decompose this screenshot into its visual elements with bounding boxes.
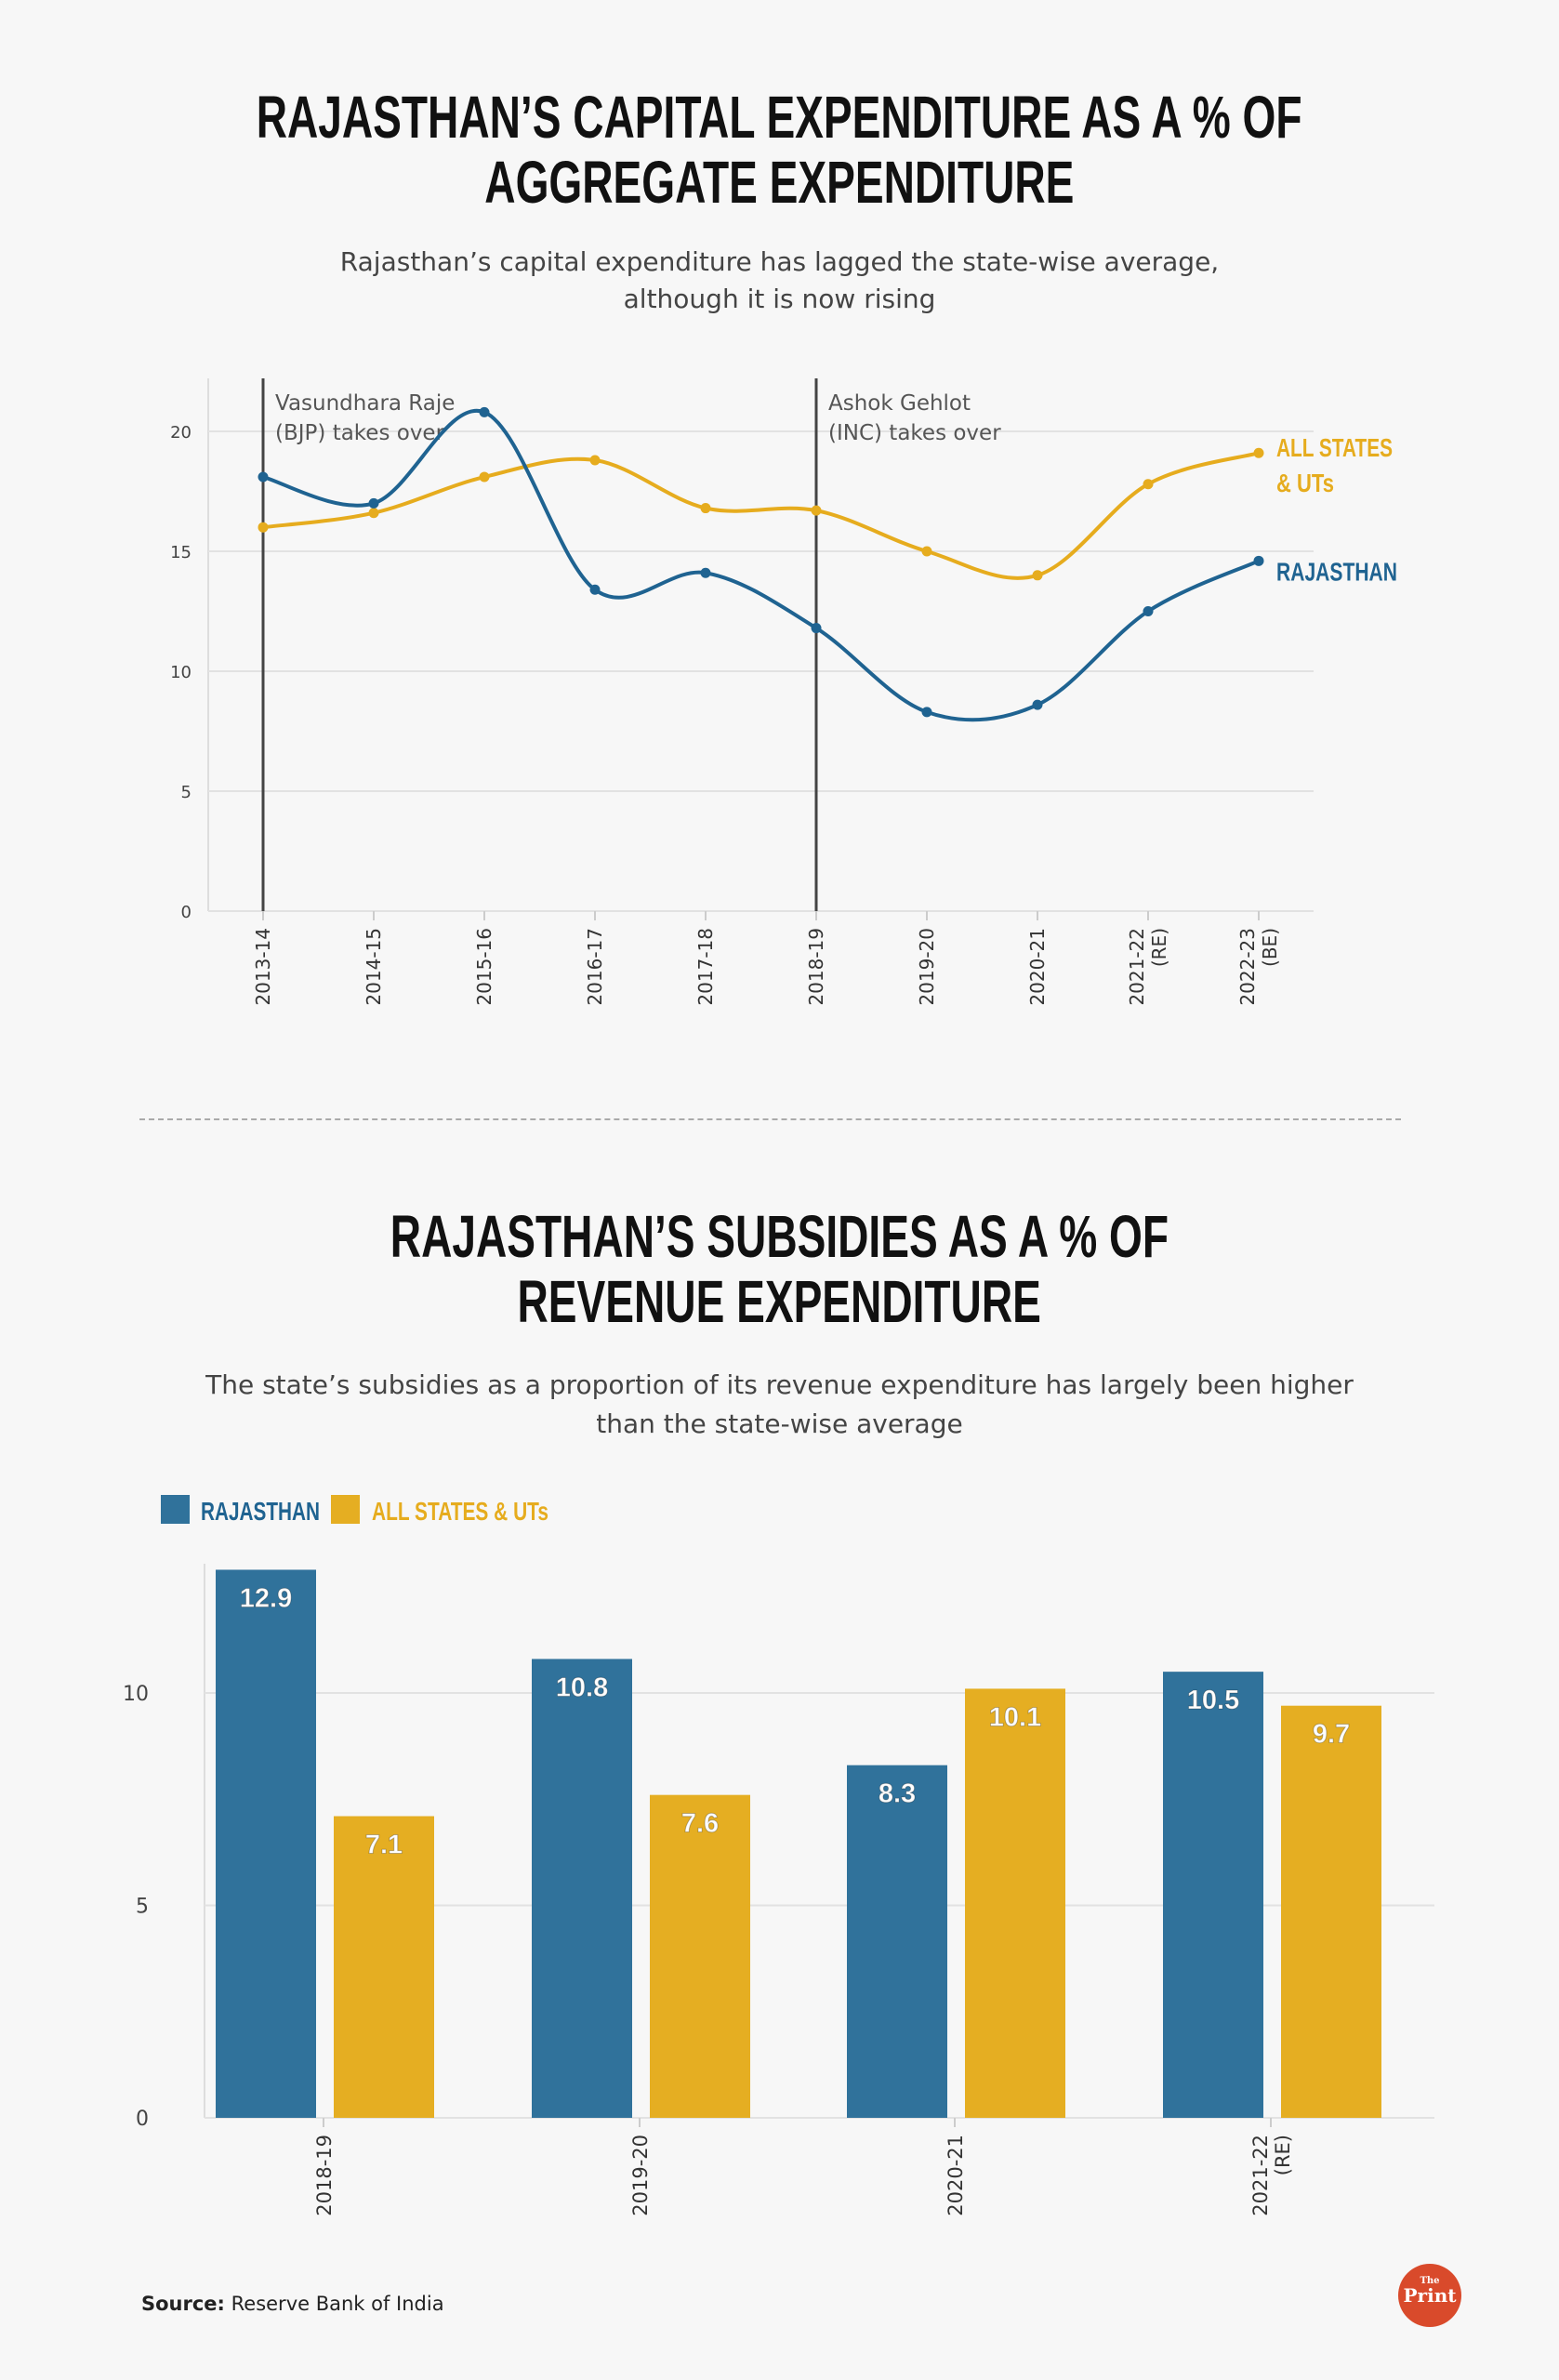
x-tick-label: (BE) [1259, 928, 1281, 967]
bar-all-states [1281, 1705, 1381, 2118]
data-point [811, 505, 822, 516]
legend-label-rajasthan: RAJASTHAN [201, 1497, 320, 1526]
y-tick-label: 0 [181, 903, 192, 922]
data-point [368, 508, 379, 519]
event-annotation: (INC) takes over [828, 421, 1001, 445]
series-label-all-states: ALL STATES [1276, 433, 1393, 462]
bar-rajasthan [1163, 1672, 1263, 2118]
bar-all-states [650, 1794, 750, 2118]
y-tick-label: 15 [170, 543, 192, 562]
data-point [1143, 479, 1154, 490]
data-point [1143, 606, 1154, 616]
bar-all-states [334, 1816, 434, 2118]
data-point [479, 406, 490, 417]
source-note: Source: Reserve Bank of India [141, 2293, 444, 2315]
x-tick-label: 2022-23 [1236, 928, 1259, 1006]
logo-text: Print [1403, 2284, 1457, 2307]
series-line-rajasthan [262, 408, 1260, 722]
x-tick-label: 2017-18 [694, 928, 717, 1006]
legend-label-all-states: ALL STATES & UTs [372, 1497, 548, 1526]
series-label-all-states: & UTs [1276, 469, 1334, 497]
legend-swatch-all-states [331, 1495, 360, 1524]
event-annotation: Vasundhara Raje [275, 391, 455, 416]
series-line-all-states [262, 451, 1260, 580]
data-point [921, 546, 932, 557]
bar-chart-title-line1: RAJASTHAN’S SUBSIDIES AS A % OF [390, 1203, 1169, 1270]
data-point [811, 623, 822, 634]
data-point [589, 584, 601, 595]
data-point [1032, 570, 1043, 581]
bar-value-label: 8.3 [879, 1779, 916, 1809]
data-point [700, 567, 711, 578]
bar-value-label: 7.6 [681, 1809, 719, 1839]
x-tick-label: 2019-20 [916, 928, 938, 1006]
data-point [258, 522, 269, 533]
x-tick-label: 2020-21 [1026, 928, 1049, 1006]
bar-chart-title-line2: REVENUE EXPENDITURE [517, 1268, 1042, 1335]
x-tick-label: (RE) [1272, 2135, 1294, 2175]
theprint-logo: The Print [1398, 2264, 1461, 2327]
bar-value-label: 10.8 [556, 1673, 608, 1702]
line-chart-title-line1: RAJASTHAN’S CAPITAL EXPENDITURE AS A % O… [257, 84, 1302, 151]
data-point [921, 707, 932, 718]
x-tick-label: 2021-22 [1126, 928, 1148, 1006]
data-point [1253, 555, 1264, 566]
source-text: Reserve Bank of India [224, 2293, 444, 2315]
y-tick-label: 0 [136, 2108, 149, 2131]
x-tick-label: 2020-21 [945, 2135, 967, 2216]
x-tick-label: 2018-19 [805, 928, 827, 1006]
data-point [258, 471, 269, 483]
y-tick-label: 5 [136, 1896, 149, 1919]
x-tick-label: 2013-14 [252, 928, 274, 1006]
x-tick-label: (RE) [1148, 928, 1170, 967]
legend-swatch-rajasthan [161, 1495, 190, 1524]
source-label: Source: [141, 2293, 225, 2315]
data-point [1032, 699, 1043, 710]
data-point [479, 471, 490, 483]
section-divider [139, 1118, 1401, 1120]
logo-small-text: The [1420, 2276, 1440, 2286]
line-chart-subtitle-line1: Rajasthan’s capital expenditure has lagg… [339, 246, 1220, 277]
y-tick-label: 10 [170, 663, 192, 682]
bar-value-label: 10.1 [989, 1702, 1041, 1732]
x-tick-label: 2016-17 [584, 928, 606, 1006]
bar-value-label: 9.7 [1313, 1720, 1350, 1750]
bar-chart-subtitle-line2: than the state-wise average [596, 1408, 963, 1439]
x-tick-label: 2021-22 [1249, 2135, 1272, 2216]
data-point [368, 497, 379, 509]
data-point [700, 503, 711, 514]
line-chart-subtitle-line2: although it is now rising [623, 284, 936, 314]
x-tick-label: 2015-16 [473, 928, 495, 1006]
data-point [1253, 447, 1264, 458]
bar-chart-subtitle-line1: The state’s subsidies as a proportion of… [205, 1369, 1354, 1400]
bar-value-label: 10.5 [1187, 1686, 1239, 1715]
bar-rajasthan [532, 1659, 632, 2118]
event-annotation: (BJP) takes over [275, 421, 445, 445]
bar-rajasthan [847, 1765, 947, 2118]
x-tick-label: 2018-19 [313, 2135, 336, 2216]
event-annotation: Ashok Gehlot [828, 391, 971, 416]
data-point [589, 455, 601, 466]
y-tick-label: 5 [181, 783, 192, 802]
x-tick-label: 2019-20 [629, 2135, 652, 2216]
bar-value-label: 7.1 [365, 1831, 403, 1860]
y-tick-label: 20 [170, 423, 192, 443]
line-chart-title-line2: AGGREGATE EXPENDITURE [484, 149, 1075, 216]
bar-rajasthan [216, 1569, 316, 2118]
x-tick-label: 2014-15 [363, 928, 385, 1006]
bar-all-states [965, 1688, 1065, 2118]
bar-value-label: 12.9 [240, 1583, 292, 1613]
series-label-rajasthan: RAJASTHAN [1276, 557, 1397, 586]
y-tick-label: 10 [123, 1683, 149, 1706]
